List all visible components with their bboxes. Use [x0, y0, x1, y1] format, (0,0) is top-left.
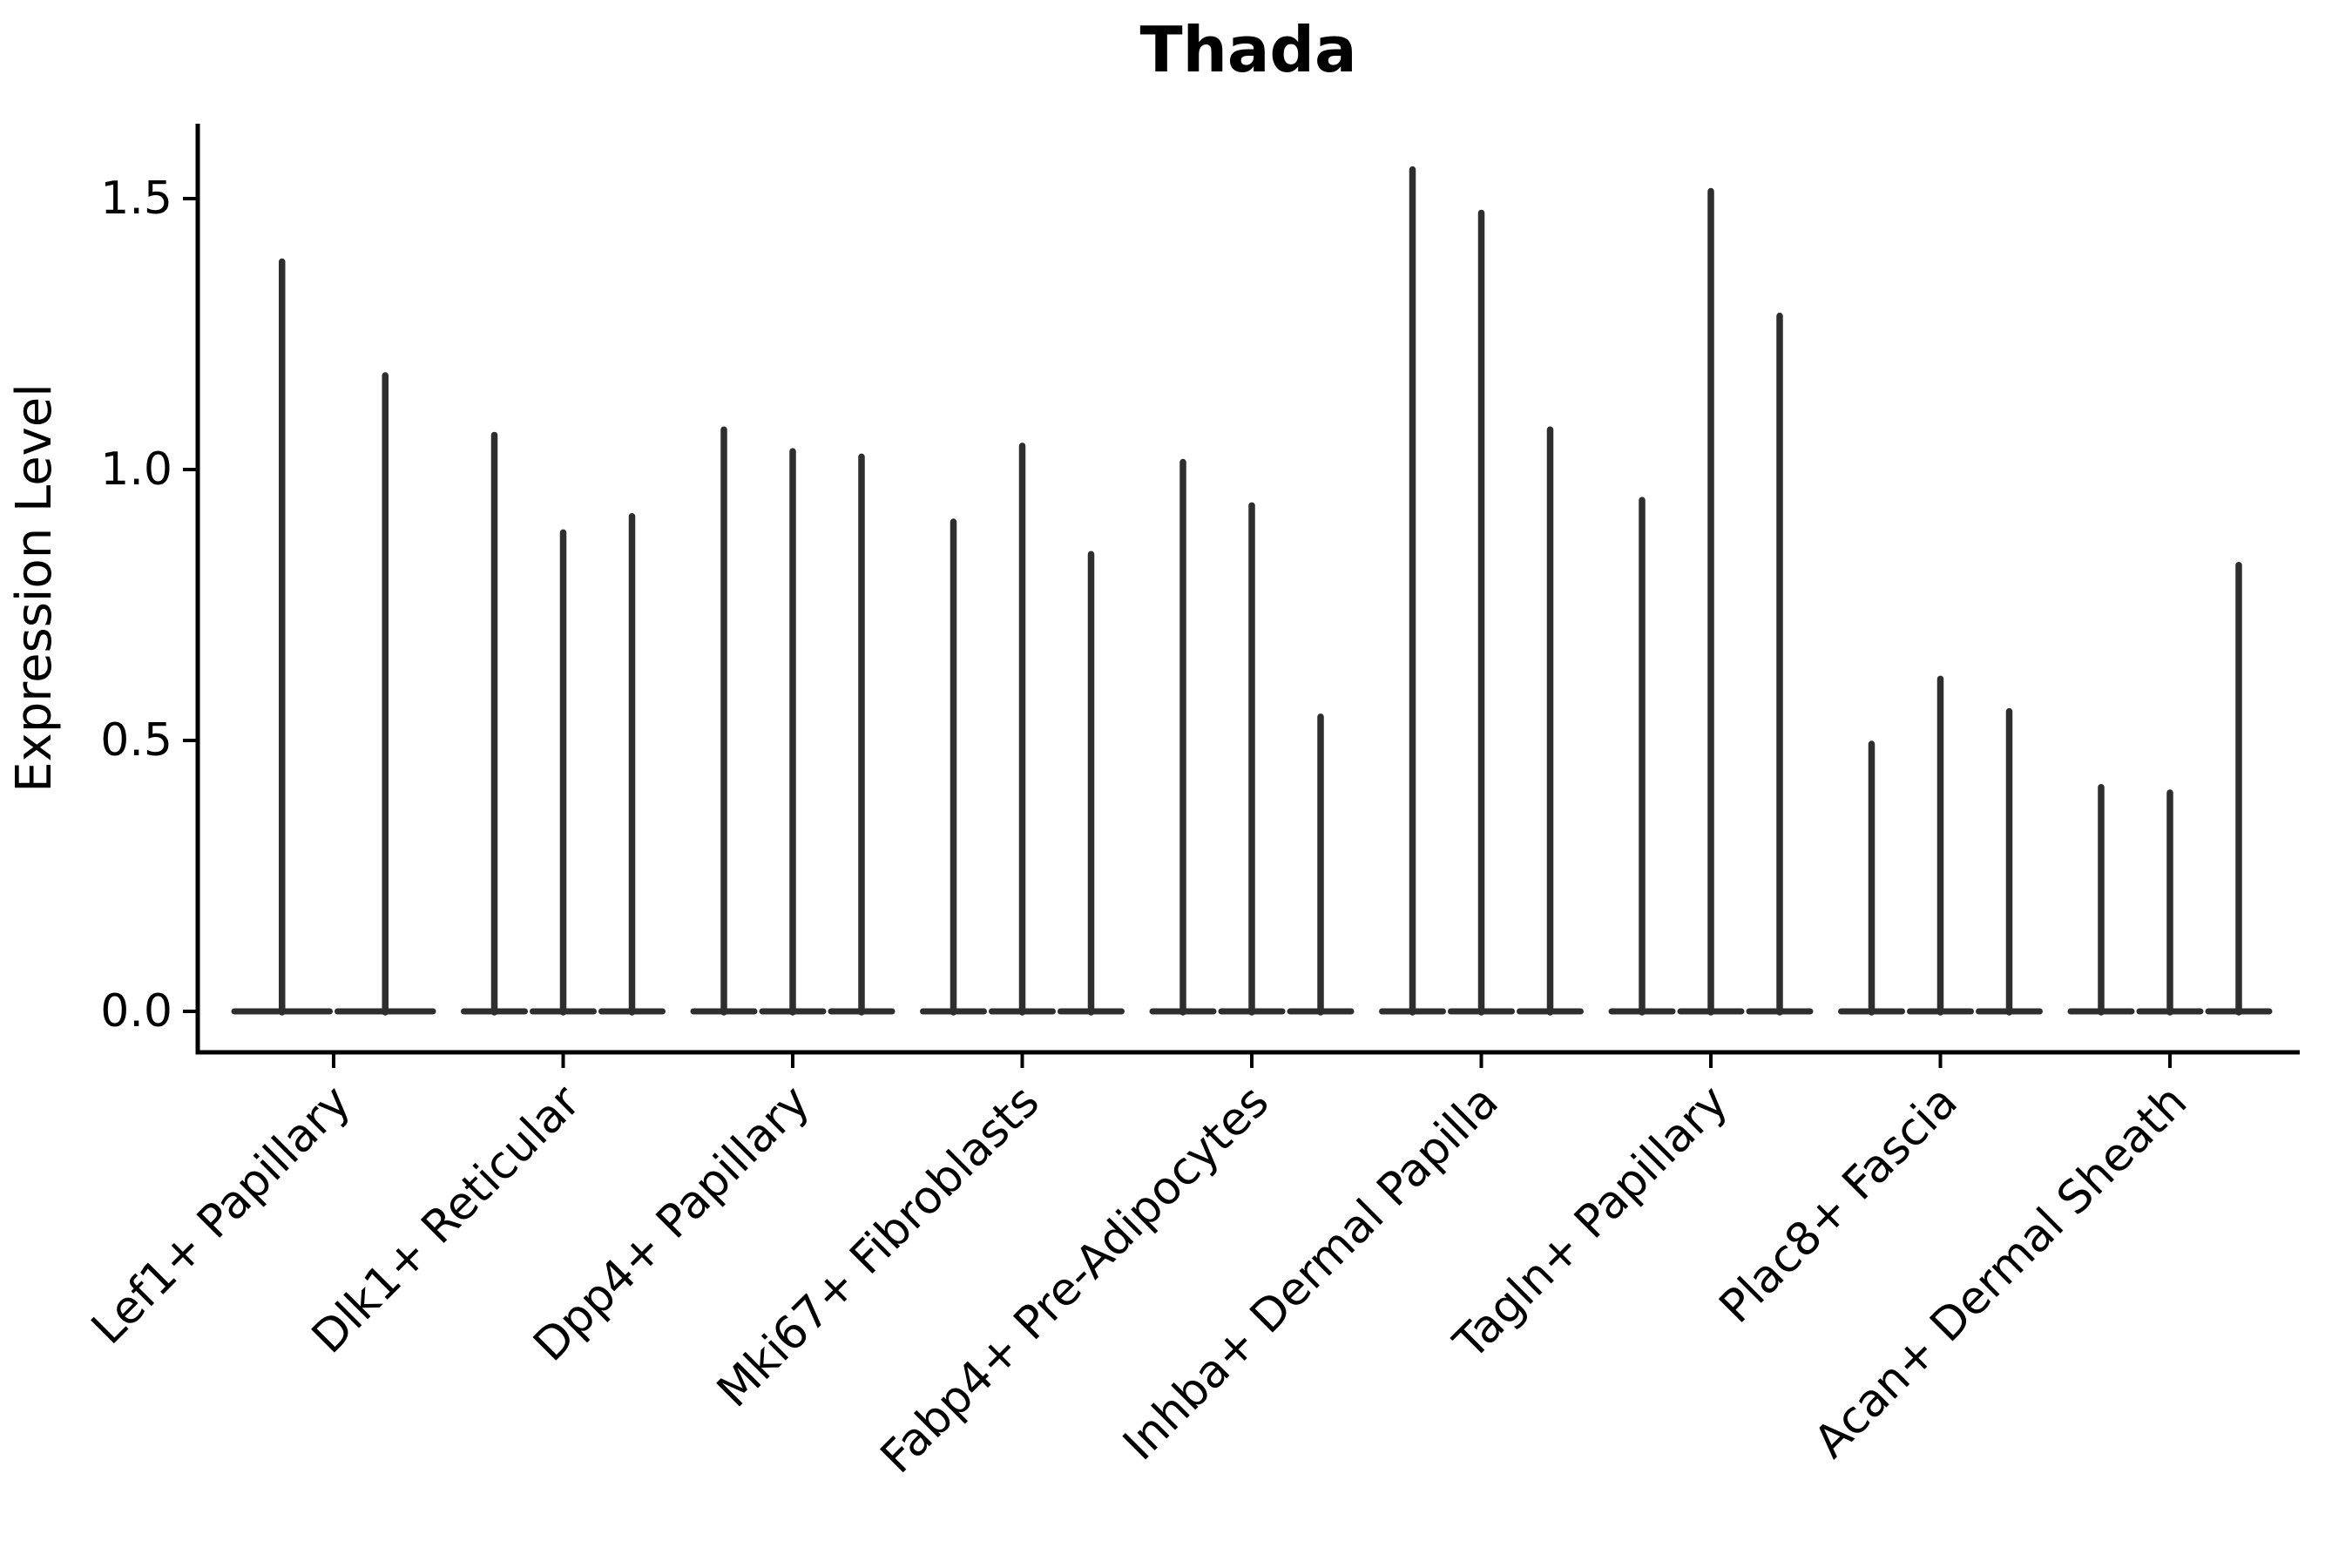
- y-tick-label: 1.0: [100, 443, 172, 496]
- x-tick-label: Inhba+ Dermal Papilla: [1113, 1076, 1508, 1470]
- x-tick-label: Fabp4+ Pre-Adipocytes: [871, 1076, 1279, 1484]
- y-ticks-group: 0.0 0.5 1.0 1.5: [100, 172, 198, 1037]
- chart-title: Thada: [1139, 13, 1356, 86]
- y-tick-label: 0.5: [100, 714, 172, 767]
- axes: [195, 124, 2300, 1055]
- x-tick-label: Plac8+ Fascia: [1710, 1076, 1968, 1334]
- y-axis-label: Expression Level: [6, 383, 63, 793]
- y-tick-label: 0.0: [100, 985, 172, 1037]
- violins-group: [231, 166, 2273, 1016]
- y-tick-label: 1.5: [100, 172, 172, 225]
- x-tick-label: Acan+ Dermal Sheath: [1805, 1076, 2198, 1469]
